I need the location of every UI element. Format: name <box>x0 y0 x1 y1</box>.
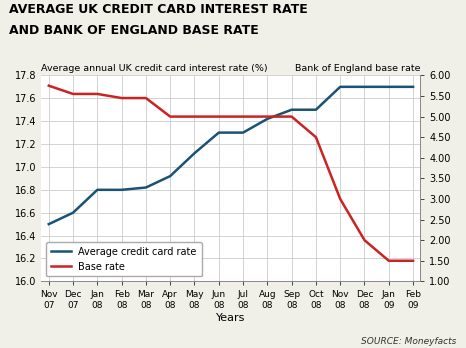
Text: AVERAGE UK CREDIT CARD INTEREST RATE: AVERAGE UK CREDIT CARD INTEREST RATE <box>9 3 308 16</box>
Base rate <box>240 114 246 119</box>
Average credit card rate <box>167 174 173 178</box>
Average credit card rate <box>70 211 76 215</box>
Base rate <box>410 259 416 263</box>
Average credit card rate <box>46 222 52 226</box>
Average credit card rate <box>265 117 270 121</box>
Average credit card rate <box>362 85 367 89</box>
Average credit card rate <box>143 185 149 190</box>
Average credit card rate <box>289 108 295 112</box>
Base rate <box>265 114 270 119</box>
Base rate <box>46 84 52 88</box>
Base rate <box>95 92 100 96</box>
Text: Bank of England base rate: Bank of England base rate <box>295 64 420 73</box>
Average credit card rate <box>410 85 416 89</box>
Average credit card rate <box>192 151 197 155</box>
Legend: Average credit card rate, Base rate: Average credit card rate, Base rate <box>46 242 202 277</box>
Average credit card rate <box>95 188 100 192</box>
Text: AND BANK OF ENGLAND BASE RATE: AND BANK OF ENGLAND BASE RATE <box>9 24 259 37</box>
Average credit card rate <box>216 130 221 135</box>
Average credit card rate <box>313 108 319 112</box>
Average credit card rate <box>337 85 343 89</box>
Base rate <box>167 114 173 119</box>
Base rate <box>289 114 295 119</box>
Base rate <box>386 259 391 263</box>
Average credit card rate <box>119 188 124 192</box>
Line: Base rate: Base rate <box>49 86 413 261</box>
Base rate <box>143 96 149 100</box>
Base rate <box>337 197 343 201</box>
Base rate <box>70 92 76 96</box>
Average credit card rate <box>240 130 246 135</box>
Base rate <box>192 114 197 119</box>
Base rate <box>216 114 221 119</box>
Base rate <box>362 238 367 242</box>
Text: Average annual UK credit card interest rate (%): Average annual UK credit card interest r… <box>41 64 268 73</box>
Line: Average credit card rate: Average credit card rate <box>49 87 413 224</box>
Text: SOURCE: Moneyfacts: SOURCE: Moneyfacts <box>361 337 457 346</box>
X-axis label: Years: Years <box>216 313 246 323</box>
Base rate <box>119 96 124 100</box>
Base rate <box>313 135 319 139</box>
Average credit card rate <box>386 85 391 89</box>
